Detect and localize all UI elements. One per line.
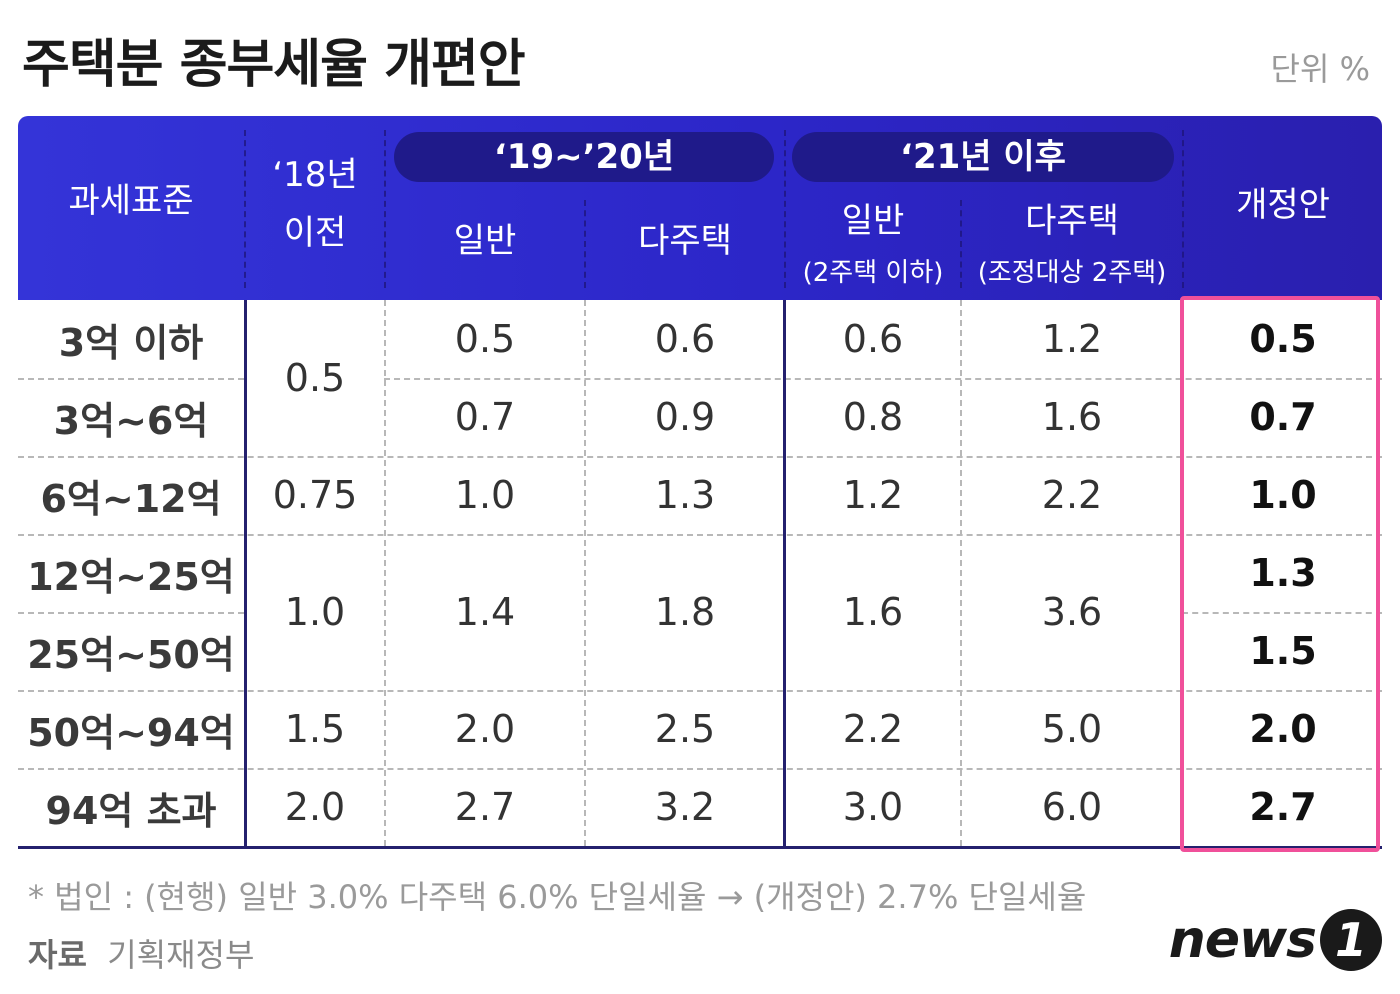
column-divider <box>960 300 962 846</box>
reform-highlight-box <box>1180 296 1380 852</box>
source-value: 기획재정부 <box>107 936 255 974</box>
cell-21-general: 0.6 <box>842 317 904 361</box>
cell-2018: 1.0 <box>284 590 346 634</box>
table-body: 3억 이하 3억~6억 6억~12억 12억~25억 25억~50억 50억~9… <box>18 300 1382 850</box>
cell-reform: 2.0 <box>1249 707 1317 751</box>
row-label: 50억~94억 <box>27 710 235 755</box>
header-21-general-sub: (2주택 이하) <box>802 258 944 288</box>
row-divider <box>18 534 1382 536</box>
cell-21-multi: 6.0 <box>1041 785 1103 829</box>
cell-21-multi: 1.2 <box>1041 317 1103 361</box>
cell-1920-multi: 1.8 <box>654 590 716 634</box>
group-21-pill: ‘21년 이후 <box>792 132 1174 182</box>
cell-1920-multi: 0.6 <box>654 317 716 361</box>
cell-1920-general: 2.0 <box>454 707 516 751</box>
header-divider <box>244 130 246 288</box>
table-header: 과세표준 ‘18년 이전 ‘19~’20년 일반 다주택 ‘21년 이후 일반 … <box>18 116 1382 300</box>
cell-21-multi: 2.2 <box>1041 473 1103 517</box>
cell-21-multi: 5.0 <box>1041 707 1103 751</box>
column-divider <box>384 300 386 846</box>
unit-label: 단위 % <box>1270 50 1370 88</box>
cell-21-multi: 3.6 <box>1041 590 1103 634</box>
source-line: 자료 기획재정부 <box>28 930 254 976</box>
cell-21-general: 0.8 <box>842 395 904 439</box>
header-1920-general: 일반 <box>453 221 517 261</box>
header-2018-line1: ‘18년 <box>272 155 358 195</box>
header-divider <box>384 130 386 288</box>
header-reform: 개정안 <box>1236 185 1330 225</box>
cell-21-multi: 1.6 <box>1041 395 1103 439</box>
cell-21-general: 1.6 <box>842 590 904 634</box>
cell-1920-multi: 1.3 <box>654 473 716 517</box>
cell-reform: 2.7 <box>1249 785 1317 829</box>
page-title: 주택분 종부세율 개편안 <box>22 35 526 95</box>
logo-text: news <box>1168 910 1317 970</box>
cell-2018: 1.5 <box>284 707 346 751</box>
cell-1920-general: 0.5 <box>454 317 516 361</box>
row-label: 3억 이하 <box>58 320 204 365</box>
header-divider <box>584 200 586 288</box>
header-standard: 과세표준 <box>68 181 194 221</box>
cell-2018: 0.5 <box>284 356 346 400</box>
column-rule <box>783 300 786 848</box>
header-divider <box>1182 130 1184 288</box>
header-2018-line2: 이전 <box>283 213 347 253</box>
row-divider <box>18 612 244 614</box>
row-divider <box>18 456 1382 458</box>
group-1920-pill: ‘19~’20년 <box>394 132 774 182</box>
column-divider <box>584 300 586 846</box>
cell-1920-general: 1.0 <box>454 473 516 517</box>
row-divider <box>18 768 1382 770</box>
cell-1920-multi: 2.5 <box>654 707 716 751</box>
cell-21-general: 2.2 <box>842 707 904 751</box>
cell-reform: 1.3 <box>1249 551 1317 595</box>
row-label: 3억~6억 <box>53 398 209 443</box>
source-label: 자료 <box>28 936 87 974</box>
row-label: 94억 초과 <box>45 788 217 833</box>
logo-badge: 1 <box>1320 909 1382 971</box>
header-21-multi: 다주택 <box>1025 201 1119 241</box>
cell-21-general: 1.2 <box>842 473 904 517</box>
cell-reform: 1.0 <box>1249 473 1317 517</box>
cell-1920-multi: 3.2 <box>654 785 716 829</box>
row-divider <box>384 378 1382 380</box>
cell-21-general: 3.0 <box>842 785 904 829</box>
cell-2018: 0.75 <box>272 473 358 517</box>
row-label: 12억~25억 <box>27 554 235 599</box>
header-21-multi-sub: (조정대상 2주택) <box>977 258 1167 288</box>
row-label: 25억~50억 <box>27 632 235 677</box>
cell-reform: 0.5 <box>1249 317 1317 361</box>
cell-reform: 0.7 <box>1249 395 1317 439</box>
cell-reform: 1.5 <box>1249 629 1317 673</box>
row-divider <box>18 690 1382 692</box>
cell-1920-general: 0.7 <box>454 395 516 439</box>
column-rule <box>244 300 247 848</box>
row-label: 6억~12억 <box>40 476 222 521</box>
row-divider <box>18 378 244 380</box>
cell-1920-multi: 0.9 <box>654 395 716 439</box>
cell-1920-general: 1.4 <box>454 590 516 634</box>
header-1920-multi: 다주택 <box>638 221 732 261</box>
footnote: * 법인 : (현행) 일반 3.0% 다주택 6.0% 단일세율 → (개정안… <box>28 878 1087 916</box>
header-21-general: 일반 <box>841 201 905 241</box>
cell-1920-general: 2.7 <box>454 785 516 829</box>
header-divider <box>960 200 962 288</box>
cell-2018: 2.0 <box>284 785 346 829</box>
row-divider <box>1182 612 1382 614</box>
news1-logo: news 1 <box>1169 906 1382 974</box>
header-divider <box>784 130 786 288</box>
table-bottom-rule <box>18 846 1382 849</box>
